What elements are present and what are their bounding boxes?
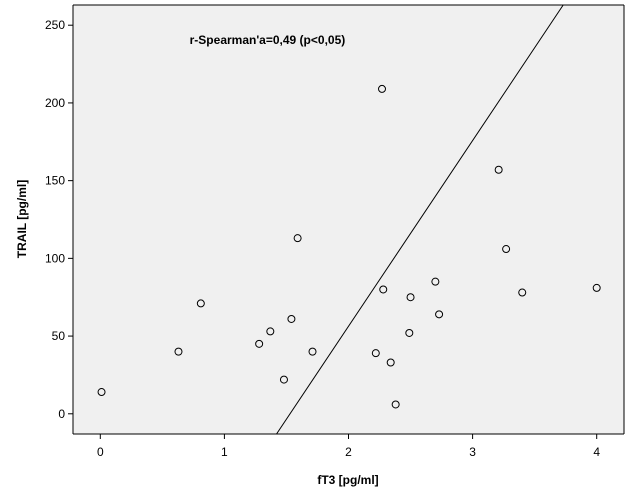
y-tick-label: 250 xyxy=(45,18,65,32)
data-point xyxy=(174,347,183,356)
data-point xyxy=(255,339,264,348)
x-tick-label: 1 xyxy=(221,445,228,459)
data-point xyxy=(435,310,444,319)
x-tick-label: 3 xyxy=(469,445,476,459)
correlation-annotation: r-Spearman'a=0,49 (p<0,05) xyxy=(190,33,346,47)
data-point xyxy=(293,234,302,243)
y-tick-label: 150 xyxy=(45,174,65,188)
y-tick-label: 50 xyxy=(52,329,66,343)
x-tick-label: 0 xyxy=(97,445,104,459)
data-point xyxy=(406,293,415,302)
y-tick-label: 0 xyxy=(58,407,65,421)
data-point xyxy=(266,327,275,336)
data-point xyxy=(494,165,503,174)
x-tick-label: 4 xyxy=(593,445,600,459)
y-axis-label: TRAIL [pg/ml] xyxy=(15,180,29,258)
x-tick-label: 2 xyxy=(345,445,352,459)
data-point xyxy=(502,245,511,254)
data-point xyxy=(371,349,380,358)
y-tick-label: 200 xyxy=(45,96,65,110)
data-point xyxy=(379,285,388,294)
plot-area xyxy=(73,5,624,434)
data-point xyxy=(378,84,387,93)
data-point xyxy=(97,388,106,397)
data-point xyxy=(196,299,205,308)
data-point xyxy=(391,400,400,409)
data-point xyxy=(279,375,288,384)
x-axis-label: fT3 [pg/ml] xyxy=(317,473,378,487)
fit-line xyxy=(276,4,564,435)
data-point xyxy=(431,277,440,286)
y-tick-label: 100 xyxy=(45,251,65,265)
data-point xyxy=(287,314,296,323)
data-point xyxy=(405,328,414,337)
data-point xyxy=(592,283,601,292)
data-point xyxy=(386,358,395,367)
data-point xyxy=(308,347,317,356)
data-point xyxy=(518,288,527,297)
